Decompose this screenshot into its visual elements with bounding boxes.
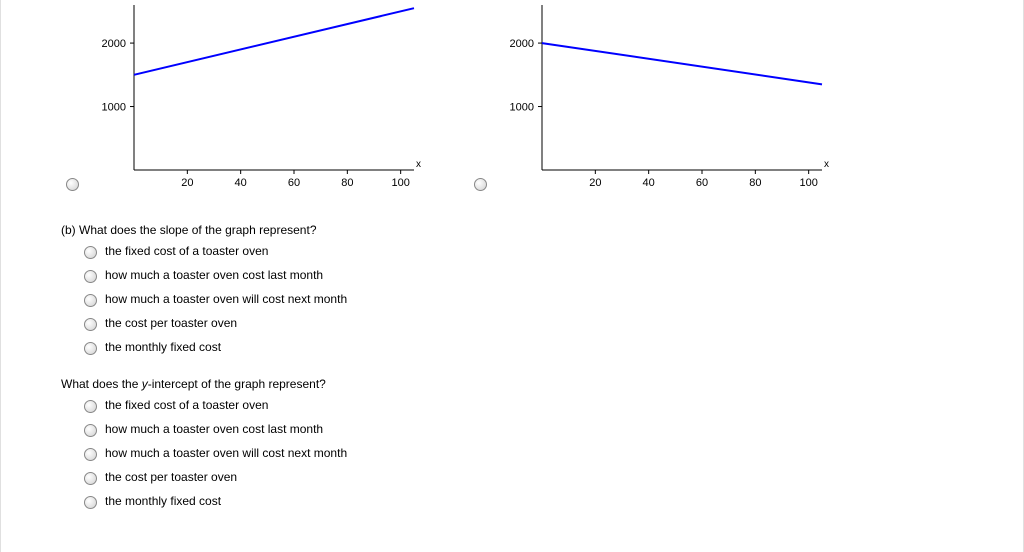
option-radio[interactable] xyxy=(84,246,97,259)
chart-svg-1: 20 40 60 80 100 1000 2000 x xyxy=(89,0,429,195)
option-label: the cost per toaster oven xyxy=(105,470,237,484)
option-radio[interactable] xyxy=(84,496,97,509)
question-text: (b) What does the slope of the graph rep… xyxy=(61,223,1023,237)
svg-text:60: 60 xyxy=(696,177,708,189)
svg-text:100: 100 xyxy=(391,177,409,189)
option: the monthly fixed cost xyxy=(79,493,1023,509)
option: how much a toaster oven cost last month xyxy=(79,421,1023,437)
option-radio[interactable] xyxy=(84,472,97,485)
option-radio[interactable] xyxy=(84,424,97,437)
page: 20 40 60 80 100 1000 2000 x 20 40 60 80 100 1000 2000… xyxy=(0,0,1024,552)
question-text: What does the y-intercept of the graph r… xyxy=(61,377,1023,391)
chart-choice-radio-1[interactable] xyxy=(66,178,79,191)
question-b-slope: (b) What does the slope of the graph rep… xyxy=(61,223,1023,355)
svg-text:60: 60 xyxy=(288,177,300,189)
chart-option-1: 20 40 60 80 100 1000 2000 x xyxy=(61,0,429,195)
option: the cost per toaster oven xyxy=(79,315,1023,331)
option: the fixed cost of a toaster oven xyxy=(79,397,1023,413)
option-label: how much a toaster oven will cost next m… xyxy=(105,446,347,460)
option-label: the monthly fixed cost xyxy=(105,340,221,354)
option: how much a toaster oven cost last month xyxy=(79,267,1023,283)
option-label: the monthly fixed cost xyxy=(105,494,221,508)
svg-text:20: 20 xyxy=(181,177,193,189)
option-label: the cost per toaster oven xyxy=(105,316,237,330)
option-radio[interactable] xyxy=(84,318,97,331)
option-label: the fixed cost of a toaster oven xyxy=(105,244,268,258)
option-radio[interactable] xyxy=(84,400,97,413)
option-label: how much a toaster oven cost last month xyxy=(105,268,323,282)
option: the monthly fixed cost xyxy=(79,339,1023,355)
option-radio[interactable] xyxy=(84,448,97,461)
svg-text:2000: 2000 xyxy=(102,38,126,50)
charts-row: 20 40 60 80 100 1000 2000 x 20 40 60 80 100 1000 2000… xyxy=(61,0,1023,195)
svg-text:40: 40 xyxy=(643,177,655,189)
svg-text:80: 80 xyxy=(749,177,761,189)
svg-text:40: 40 xyxy=(235,177,247,189)
option: how much a toaster oven will cost next m… xyxy=(79,291,1023,307)
chart-option-2: 20 40 60 80 100 1000 2000 x xyxy=(469,0,837,195)
svg-text:1000: 1000 xyxy=(102,102,126,114)
question-text-suffix: -intercept of the graph represent? xyxy=(148,377,326,391)
svg-text:2000: 2000 xyxy=(510,38,534,50)
svg-text:1000: 1000 xyxy=(510,102,534,114)
questions: (b) What does the slope of the graph rep… xyxy=(61,195,1023,509)
chart-choice-radio-2[interactable] xyxy=(474,178,487,191)
svg-text:x: x xyxy=(416,159,421,170)
option-label: how much a toaster oven cost last month xyxy=(105,422,323,436)
svg-text:x: x xyxy=(824,159,829,170)
option-label: how much a toaster oven will cost next m… xyxy=(105,292,347,306)
svg-text:100: 100 xyxy=(799,177,817,189)
option: the fixed cost of a toaster oven xyxy=(79,243,1023,259)
option: the cost per toaster oven xyxy=(79,469,1023,485)
chart-svg-2: 20 40 60 80 100 1000 2000 x xyxy=(497,0,837,195)
svg-text:80: 80 xyxy=(341,177,353,189)
option-radio[interactable] xyxy=(84,294,97,307)
option: how much a toaster oven will cost next m… xyxy=(79,445,1023,461)
option-radio[interactable] xyxy=(84,270,97,283)
svg-text:20: 20 xyxy=(589,177,601,189)
question-y-intercept: What does the y-intercept of the graph r… xyxy=(61,377,1023,509)
option-label: the fixed cost of a toaster oven xyxy=(105,398,268,412)
question-text-prefix: What does the xyxy=(61,377,142,391)
option-radio[interactable] xyxy=(84,342,97,355)
